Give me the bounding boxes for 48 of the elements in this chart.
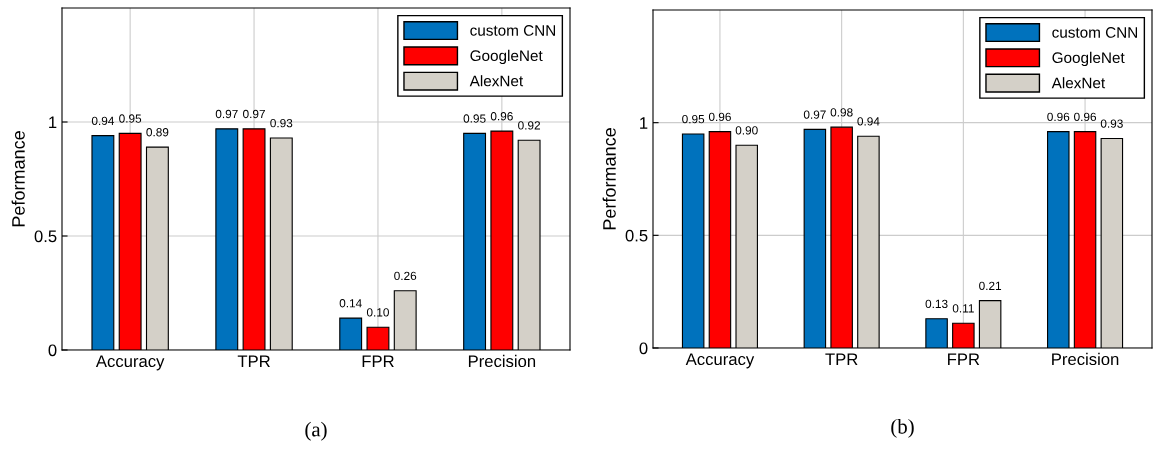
data-label: 0.97 — [243, 109, 265, 119]
data-label: 0.94 — [857, 117, 880, 126]
data-label: 0.26 — [394, 271, 417, 281]
legend-label: GoogleNet — [1052, 51, 1125, 67]
data-label: 0.11 — [952, 304, 974, 313]
y-tick-label: 1 — [49, 116, 57, 129]
x-tick-label: Accuracy — [95, 355, 165, 371]
legend-label: AlexNet — [469, 75, 524, 87]
data-label: 0.93 — [270, 118, 293, 128]
data-label: 0.92 — [518, 121, 541, 130]
x-tick-label: TPR — [237, 355, 270, 367]
data-label: 0.89 — [146, 128, 169, 137]
legend-label: custom CNN — [470, 24, 556, 36]
data-label: 0.94 — [91, 116, 115, 126]
legend-label: custom CNN — [1052, 26, 1138, 38]
data-label: 0.97 — [803, 110, 826, 119]
y-tick-label: 0 — [48, 344, 57, 357]
x-tick-label: Accuracy — [685, 353, 755, 369]
y-tick-label: 0.5 — [34, 230, 57, 243]
data-label: 0.95 — [119, 114, 142, 123]
data-label: 0.10 — [366, 308, 389, 317]
text: (a) — [305, 421, 327, 441]
data-label: 0.21 — [979, 281, 1002, 291]
data-label: 0.96 — [1074, 112, 1097, 122]
data-label: 0.13 — [925, 299, 948, 309]
legend-label: AlexNet — [1051, 77, 1106, 89]
x-tick-label: Precision — [468, 354, 536, 368]
x-tick-label: Precision — [1052, 352, 1119, 366]
data-label: 0.95 — [463, 114, 486, 123]
x-tick-label: FPR — [362, 355, 394, 367]
y-tick-label: 1 — [640, 117, 648, 129]
data-label: 0.14 — [339, 299, 362, 308]
legend-label: GoogleNet — [470, 49, 543, 65]
x-tick-label: TPR — [825, 353, 858, 365]
y-axis-title: Performance — [602, 128, 616, 230]
data-label: 0.98 — [830, 108, 853, 117]
x-tick-label: FPR — [948, 353, 980, 365]
data-label: 0.96 — [490, 112, 513, 121]
data-label: 0.95 — [682, 114, 705, 124]
data-label: 0.90 — [735, 126, 758, 135]
y-tick-label: 0.5 — [625, 229, 648, 242]
y-axis-title: Peformance — [11, 131, 25, 227]
data-label: 0.96 — [1047, 112, 1070, 122]
data-label: 0.93 — [1100, 119, 1123, 128]
data-label: 0.97 — [215, 109, 238, 119]
text: (b) — [891, 418, 914, 438]
y-tick-label: 0 — [639, 342, 648, 355]
data-label: 0.96 — [708, 112, 731, 122]
